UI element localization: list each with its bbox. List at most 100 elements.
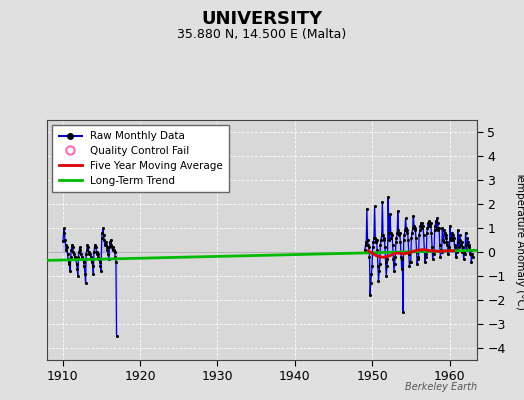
Point — [92, 249, 101, 255]
Point — [410, 222, 418, 229]
Point — [454, 227, 462, 234]
Point — [106, 237, 115, 243]
Point — [399, 309, 407, 315]
Point — [110, 246, 118, 253]
Point — [83, 246, 91, 253]
Point — [427, 230, 435, 236]
Point — [103, 246, 112, 253]
Point — [376, 261, 384, 267]
Point — [67, 246, 75, 253]
Point — [81, 270, 89, 277]
Point — [374, 278, 383, 284]
Point — [75, 244, 84, 250]
Point — [443, 242, 451, 248]
Point — [463, 246, 471, 253]
Point — [369, 239, 377, 246]
Point — [406, 258, 414, 265]
Point — [381, 258, 390, 265]
Point — [461, 251, 469, 258]
Point — [90, 249, 98, 255]
Legend: Raw Monthly Data, Quality Control Fail, Five Year Moving Average, Long-Term Tren: Raw Monthly Data, Quality Control Fail, … — [52, 125, 229, 192]
Y-axis label: Temperature Anomaly (°C): Temperature Anomaly (°C) — [515, 170, 524, 310]
Point — [399, 237, 408, 243]
Point — [433, 215, 441, 222]
Point — [455, 232, 464, 238]
Point — [79, 256, 87, 262]
Point — [467, 258, 476, 265]
Point — [442, 232, 450, 238]
Point — [449, 232, 457, 238]
Point — [429, 256, 437, 262]
Point — [74, 254, 83, 260]
Point — [105, 256, 113, 262]
Point — [59, 238, 67, 244]
Point — [100, 237, 108, 243]
Point — [383, 263, 391, 270]
Point — [446, 234, 455, 241]
Point — [396, 239, 405, 246]
Point — [103, 244, 111, 250]
Point — [435, 242, 444, 248]
Point — [366, 292, 374, 298]
Point — [458, 249, 466, 255]
Point — [59, 230, 68, 236]
Point — [429, 249, 438, 255]
Point — [412, 234, 420, 241]
Point — [452, 246, 461, 253]
Point — [99, 225, 107, 231]
Point — [445, 244, 453, 250]
Point — [112, 333, 121, 339]
Point — [411, 225, 419, 231]
Point — [432, 225, 441, 231]
Point — [104, 251, 112, 258]
Point — [409, 213, 418, 219]
Point — [85, 251, 94, 258]
Point — [374, 263, 382, 270]
Point — [390, 261, 399, 267]
Point — [416, 227, 424, 234]
Point — [100, 232, 108, 238]
Point — [107, 242, 115, 248]
Point — [414, 256, 423, 262]
Point — [393, 230, 401, 236]
Point — [426, 222, 434, 229]
Point — [466, 251, 474, 258]
Point — [365, 244, 373, 250]
Point — [61, 242, 70, 248]
Point — [401, 227, 409, 234]
Point — [63, 244, 71, 250]
Point — [440, 239, 448, 246]
Point — [105, 244, 114, 250]
Point — [409, 225, 417, 231]
Point — [421, 251, 430, 258]
Point — [86, 254, 95, 260]
Point — [394, 208, 402, 214]
Point — [92, 244, 100, 250]
Point — [69, 249, 78, 255]
Point — [446, 222, 454, 229]
Point — [97, 268, 105, 274]
Point — [368, 263, 376, 270]
Point — [392, 234, 401, 241]
Point — [451, 244, 459, 250]
Point — [395, 232, 403, 238]
Point — [398, 256, 407, 262]
Point — [363, 206, 371, 212]
Point — [418, 225, 427, 231]
Point — [78, 256, 86, 262]
Point — [396, 230, 404, 236]
Point — [410, 227, 419, 234]
Point — [101, 239, 110, 246]
Point — [419, 232, 428, 238]
Point — [441, 234, 450, 241]
Point — [394, 227, 402, 234]
Point — [438, 225, 446, 231]
Point — [391, 254, 399, 260]
Point — [62, 246, 70, 253]
Point — [387, 230, 395, 236]
Point — [366, 280, 375, 286]
Point — [87, 256, 95, 262]
Point — [431, 222, 440, 229]
Point — [95, 258, 104, 265]
Point — [423, 225, 432, 231]
